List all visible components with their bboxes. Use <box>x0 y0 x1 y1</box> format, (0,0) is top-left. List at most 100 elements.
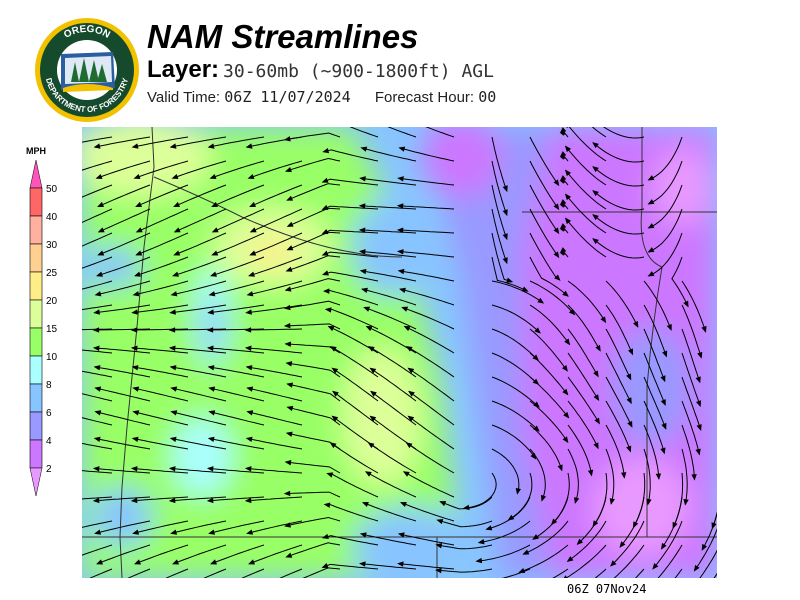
streamline-arrow <box>397 532 405 538</box>
streamline-arrow <box>666 323 672 331</box>
streamline-arrow <box>435 543 443 549</box>
streamline <box>567 280 606 323</box>
streamline <box>370 391 417 426</box>
streamline <box>322 205 379 210</box>
streamline-arrow <box>403 325 411 332</box>
streamline-map <box>82 127 717 578</box>
streamline-arrow <box>97 227 105 233</box>
streamline <box>207 328 265 331</box>
streamline <box>322 229 379 235</box>
streamline <box>94 304 151 314</box>
streamline-arrow <box>652 562 659 570</box>
streamline-arrow <box>331 367 339 374</box>
streamline-arrow <box>695 448 701 456</box>
streamline-arrow <box>323 288 330 294</box>
streamline-arrow <box>97 201 105 207</box>
streamline <box>209 520 265 534</box>
streamline <box>82 208 113 223</box>
streamline-arrow <box>93 436 101 443</box>
streamline-arrow <box>592 142 599 149</box>
streamline-arrow <box>94 291 102 297</box>
streamline <box>403 471 455 498</box>
streamline <box>132 136 189 148</box>
streamline <box>567 520 607 562</box>
streamline-arrow <box>170 529 178 535</box>
streamline-arrow <box>369 415 377 422</box>
streamline-arrow <box>92 466 100 472</box>
streamline <box>249 544 303 565</box>
streamline-arrow <box>435 567 442 574</box>
streamline-arrow <box>284 341 292 347</box>
streamline-arrow <box>169 309 176 315</box>
streamline <box>208 304 265 314</box>
streamline <box>330 442 379 474</box>
streamline-arrow <box>247 173 255 180</box>
streamline-arrow <box>600 316 607 324</box>
streamline <box>592 214 645 235</box>
streamline <box>285 300 341 309</box>
streamline <box>699 549 717 578</box>
legend-label: 20 <box>46 296 58 307</box>
oregon-department-of-forestry-logo: OREGON DEPARTMENT OF FORESTRY <box>35 18 139 122</box>
valid-time-info: Valid Time: 06Z 11/07/2024 Forecast Hour… <box>147 88 496 106</box>
streamline <box>648 160 683 205</box>
streamline <box>170 304 227 314</box>
streamline-arrow <box>135 227 143 233</box>
streamline <box>174 232 227 256</box>
streamline <box>491 376 540 408</box>
streamline-arrow <box>594 417 600 425</box>
legend-label: 10 <box>46 352 58 363</box>
streamline <box>436 568 493 573</box>
streamline-arrow <box>211 201 219 207</box>
streamline-arrow <box>360 146 368 152</box>
streamline <box>610 520 645 567</box>
streamline-arrow <box>660 447 666 455</box>
streamline-arrow <box>169 143 177 149</box>
streamline-arrow <box>94 410 102 416</box>
streamline-arrow <box>208 386 216 392</box>
streamline-arrow <box>397 176 404 182</box>
streamline-arrow <box>402 471 410 477</box>
streamline <box>287 231 341 251</box>
streamline-arrow <box>532 534 539 540</box>
streamline <box>681 424 695 480</box>
streamline-arrow <box>246 291 254 297</box>
streamline-arrow <box>566 556 574 563</box>
streamline-arrow <box>562 290 569 297</box>
streamline-arrow <box>522 549 530 555</box>
streamline <box>648 208 683 253</box>
streamline <box>643 328 666 382</box>
streamline-arrow <box>245 309 252 315</box>
streamline <box>694 528 717 571</box>
streamline <box>408 415 455 450</box>
streamline-arrow <box>559 127 567 134</box>
legend-label: 50 <box>46 184 58 195</box>
streamline <box>246 496 303 502</box>
streamline <box>476 544 531 562</box>
streamline-arrow <box>477 539 485 545</box>
streamline-arrow <box>94 386 102 392</box>
streamline-arrow <box>211 250 219 256</box>
streamline <box>592 166 645 187</box>
streamline-arrow <box>210 271 217 277</box>
streamline-arrow <box>553 251 560 259</box>
valid-time-label: Valid Time: <box>147 89 221 106</box>
streamline-arrow <box>564 145 572 153</box>
streamline <box>173 256 227 277</box>
streamline-arrow <box>475 557 483 564</box>
streamline <box>209 280 265 296</box>
streamline <box>398 250 455 258</box>
streamline-arrow <box>593 442 599 450</box>
streamline <box>209 411 265 426</box>
streamline-arrow <box>168 466 176 472</box>
streamline-arrow <box>609 498 615 505</box>
streamline-arrow <box>397 268 405 275</box>
streamline-arrow <box>359 249 366 255</box>
streamline-arrow <box>485 525 493 531</box>
streamline-arrow <box>502 209 508 217</box>
streamline <box>643 280 672 330</box>
streamline-arrow <box>592 214 599 221</box>
streamline <box>332 391 379 426</box>
streamline-arrow <box>284 522 291 528</box>
streamline-arrow <box>553 203 560 211</box>
